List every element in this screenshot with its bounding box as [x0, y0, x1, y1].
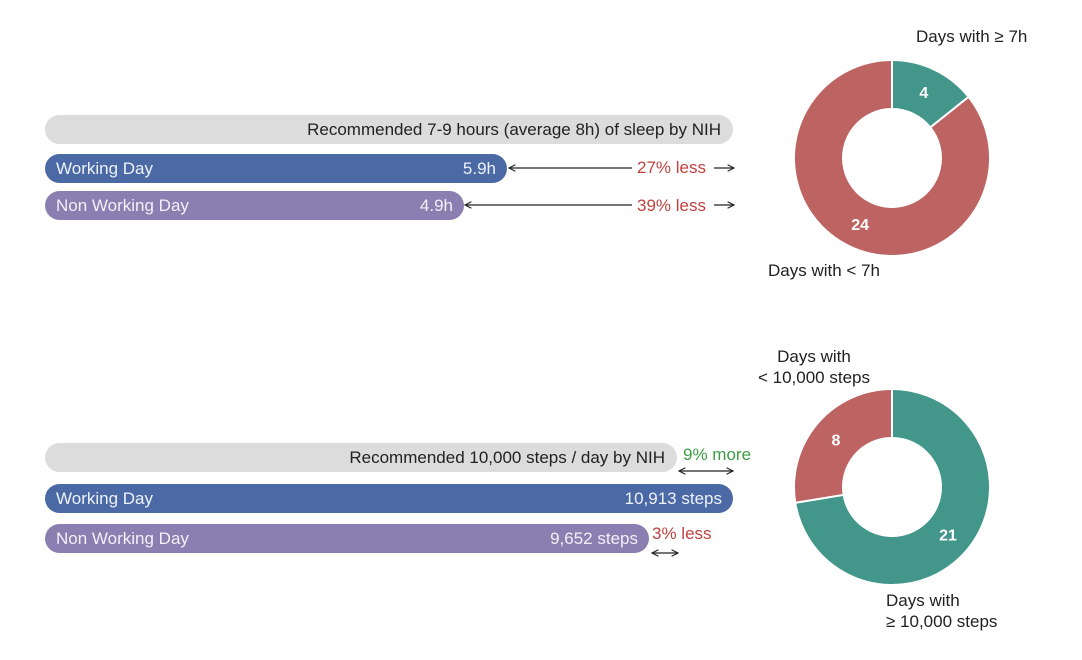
sleep-donut-below-slice	[793, 58, 991, 257]
sleep-working-day-bar: Working Day 5.9h	[45, 154, 507, 183]
steps-donut-top-label: Days with < 10,000 steps	[734, 346, 894, 388]
sleep-donut-bottom-label: Days with < 7h	[768, 261, 880, 280]
steps-donut-bottom-label: Days with ≥ 10,000 steps	[886, 590, 997, 632]
steps-non-working-day-bar: Non Working Day 9,652 steps	[45, 524, 649, 553]
steps-donut-bottom-label-line1: Days with	[886, 591, 960, 610]
sleep-recommended-label: Recommended 7-9 hours (average 8h) of sl…	[307, 120, 721, 139]
donut-layer: 4 24 8 21	[793, 58, 991, 586]
sleep-donut-meets-slice-value: 4	[919, 85, 928, 102]
steps-donut-top-label-line2: < 10,000 steps	[757, 368, 870, 387]
sleep-non-working-diff: 39% less	[637, 196, 706, 215]
steps-donut-bottom-label-line2: ≥ 10,000 steps	[886, 612, 998, 631]
steps-donut-below-slice-value: 8	[832, 432, 841, 449]
sleep-non-working-day-bar: Non Working Day 4.9h	[45, 191, 464, 220]
sleep-working-diff: 27% less	[637, 158, 706, 177]
steps-recommended-bar: Recommended 10,000 steps / day by NIH	[45, 443, 677, 472]
sleep-recommended-bar: Recommended 7-9 hours (average 8h) of sl…	[45, 115, 733, 144]
steps-non-working-diff: 3% less	[652, 524, 712, 543]
steps-working-day-label: Working Day	[56, 489, 153, 508]
steps-donut-meets-slice-value: 21	[939, 528, 957, 545]
sleep-donut-below-slice-value: 24	[851, 217, 869, 234]
steps-recommended-label: Recommended 10,000 steps / day by NIH	[349, 448, 665, 467]
steps-working-day-bar: Working Day 10,913 steps	[45, 484, 733, 513]
sleep-donut-top-label: Days with ≥ 7h	[916, 27, 1028, 46]
steps-working-day-value: 10,913 steps	[624, 489, 722, 508]
sleep-working-day-value: 5.9h	[462, 159, 496, 178]
sleep-non-working-day-value: 4.9h	[419, 196, 453, 215]
steps-donut-below-slice	[793, 387, 893, 505]
steps-non-working-day-label: Non Working Day	[56, 529, 189, 548]
sleep-working-day-label: Working Day	[56, 159, 153, 178]
steps-non-working-day-value: 9,652 steps	[550, 529, 638, 548]
steps-working-diff: 9% more	[683, 445, 752, 464]
sleep-non-working-day-label: Non Working Day	[56, 196, 189, 215]
steps-donut-top-label-line1: Days with	[777, 347, 851, 366]
steps-donut-meets-slice	[794, 387, 991, 586]
